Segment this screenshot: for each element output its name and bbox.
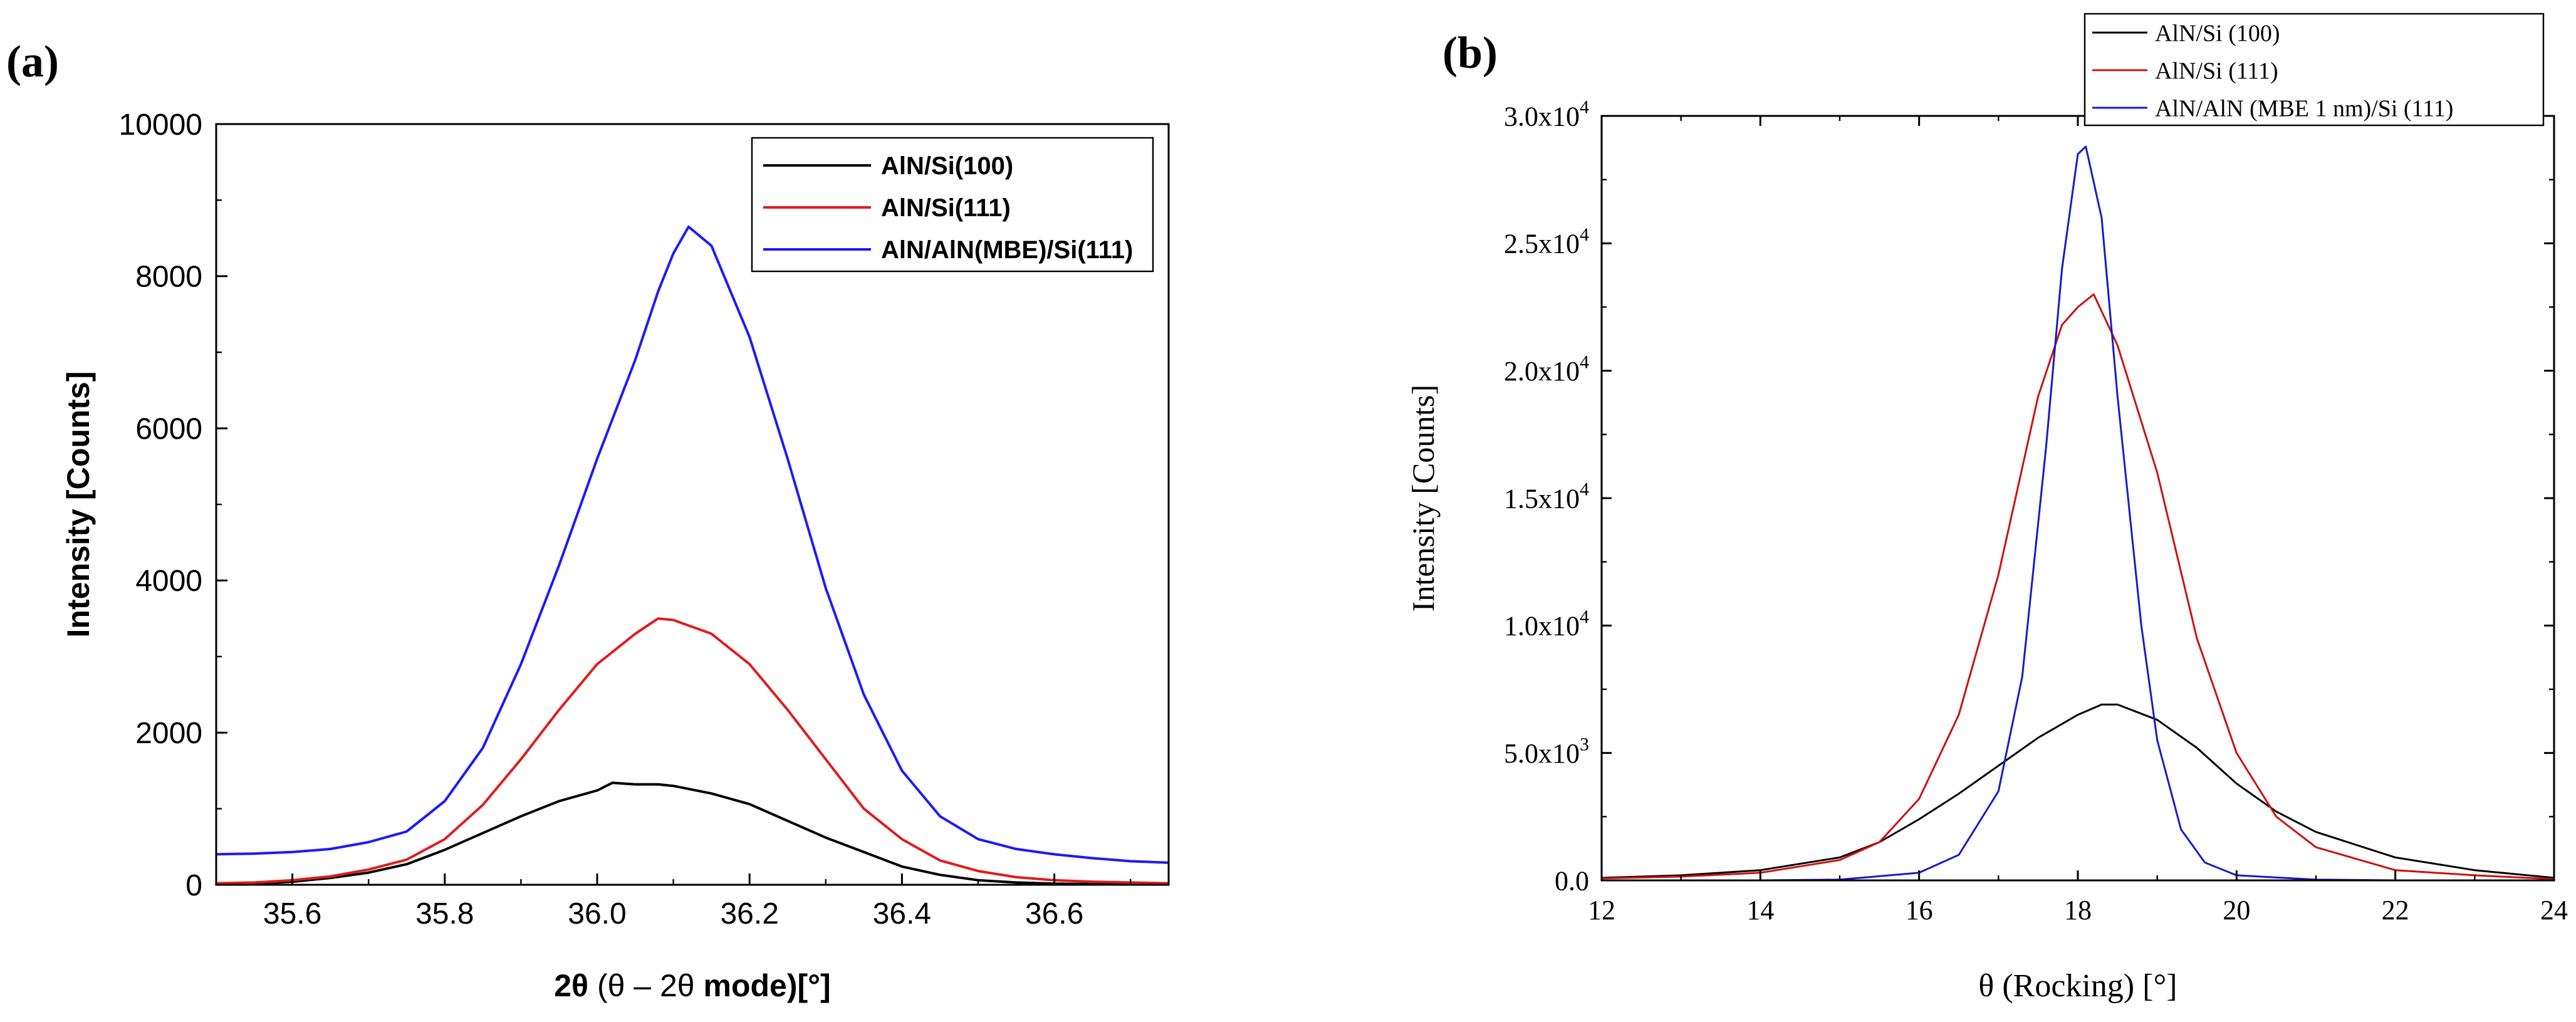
panel-label: (b) xyxy=(1442,28,1498,78)
legend-box xyxy=(2083,13,2545,127)
y-tick-exponent: 4 xyxy=(1580,352,1589,372)
y-tick-exponent: 4 xyxy=(1580,224,1589,245)
y-tick-exponent: 3 xyxy=(1580,734,1589,754)
y-tick-mantissa: 2.0x10 xyxy=(1504,356,1580,387)
series-line-3 xyxy=(1602,145,2554,880)
y-axis-title: Intensity [Counts] xyxy=(1405,385,1441,612)
x-tick-label: 35.6 xyxy=(263,897,321,931)
x-tick-label: 36.0 xyxy=(568,897,626,931)
legend-label: AlN/Si (100) xyxy=(2155,20,2280,46)
series-line-1 xyxy=(1602,703,2554,879)
y-tick-label: 2.5x104 xyxy=(1504,224,1589,259)
x-tick-label: 35.8 xyxy=(415,897,474,931)
series-line-2 xyxy=(216,617,1169,885)
plot-frame xyxy=(1600,115,2555,882)
y-tick-label: 2000 xyxy=(135,717,202,750)
y-tick-label: 1.0x104 xyxy=(1504,607,1589,642)
y-tick-label: 8000 xyxy=(135,261,202,294)
legend-label: AlN/AlN(MBE)/Si(111) xyxy=(881,236,1133,264)
y-tick-mantissa: 0.0 xyxy=(1555,865,1589,896)
x-tick-label: 36.2 xyxy=(720,897,778,931)
x-tick-label: 20 xyxy=(2223,895,2250,926)
y-tick-label: 10000 xyxy=(119,108,202,142)
chart-panel-b: (b)12 14 16 18 20 22 240.05.0x1031.0x1041.5x10… xyxy=(1405,13,2568,1004)
x-tick-label: 14 xyxy=(1746,895,1774,926)
legend-label: AlN/Si (111) xyxy=(2155,58,2278,84)
y-tick-mantissa: 5.0x10 xyxy=(1504,738,1580,769)
legend-label: AlN/Si(100) xyxy=(881,152,1013,180)
series-line-3 xyxy=(216,225,1169,864)
y-tick-mantissa: 3.0x10 xyxy=(1504,101,1580,132)
x-axis-title: θ (Rocking) [°] xyxy=(1978,968,2177,1004)
x-tick-label: 24 xyxy=(2540,895,2568,926)
panel-label: (a) xyxy=(6,36,59,86)
x-axis-title-mode: (θ – 2θ xyxy=(588,968,695,1003)
y-tick-label: 2.0x104 xyxy=(1504,352,1589,387)
y-tick-exponent: 4 xyxy=(1580,607,1589,627)
y-tick-label: 3.0x104 xyxy=(1504,97,1589,132)
y-axis-title: Intensity [Counts] xyxy=(61,372,96,638)
x-tick-label: 22 xyxy=(2382,895,2409,926)
y-tick-label: 5.0x103 xyxy=(1504,734,1589,769)
chart-panel-a: (a) 35.6 35.8 36.0 36.2 36.4 36.6 0 2000 4000 6000… xyxy=(6,36,1170,1003)
y-tick-label: 4000 xyxy=(135,565,202,598)
x-axis-title-main: 2θ xyxy=(554,968,588,1003)
y-tick-exponent: 4 xyxy=(1580,479,1589,500)
y-tick-label: 6000 xyxy=(135,412,202,446)
legend: AlN/Si (100) AlN/Si (111) AlN/AlN (MBE 1 n… xyxy=(2083,13,2545,127)
x-tick-label: 16 xyxy=(1906,895,1933,926)
x-tick-label: 36.4 xyxy=(873,897,931,931)
x-axis-title: 2θ (θ – 2θ mode)[°] xyxy=(554,968,831,1003)
y-tick-label: 0 xyxy=(185,869,202,902)
x-tick-label: 36.6 xyxy=(1025,897,1083,931)
x-axis-title-end: mode)[°] xyxy=(695,968,831,1003)
x-tick-label: 18 xyxy=(2064,895,2092,926)
legend: AlN/Si(100) AlN/Si(111) AlN/AlN(MBE)/Si(11… xyxy=(751,137,1154,273)
y-tick-mantissa: 1.5x10 xyxy=(1504,483,1580,514)
x-tick-label: 12 xyxy=(1588,895,1615,926)
y-tick-mantissa: 1.0x10 xyxy=(1504,611,1580,642)
y-tick-exponent: 4 xyxy=(1580,97,1589,118)
series-line-1 xyxy=(216,781,1169,885)
legend-label: AlN/Si(111) xyxy=(881,194,1011,222)
y-tick-mantissa: 2.5x10 xyxy=(1504,229,1580,259)
series-line-2 xyxy=(1602,293,2554,880)
y-tick-label: 1.5x104 xyxy=(1504,479,1589,514)
legend-label: AlN/AlN (MBE 1 nm)/Si (111) xyxy=(2155,95,2453,122)
y-tick-label: 0.0 xyxy=(1555,865,1589,896)
